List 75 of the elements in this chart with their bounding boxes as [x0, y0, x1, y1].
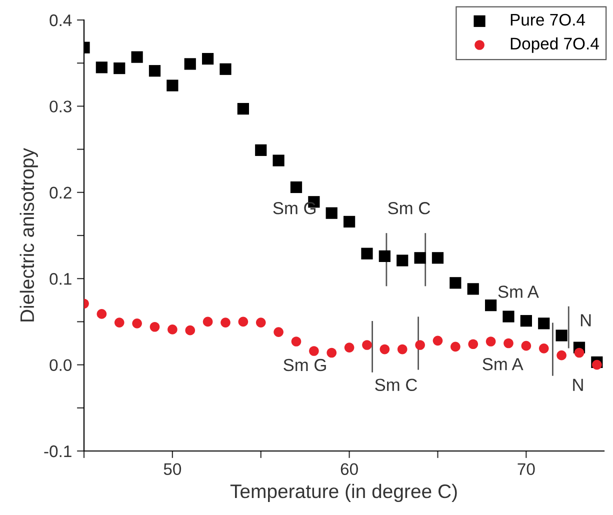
- point: [291, 336, 302, 346]
- y-tick-label: 0.3: [50, 100, 72, 112]
- point: [468, 339, 478, 350]
- point: [272, 154, 284, 166]
- point: [309, 346, 319, 356]
- point: [538, 318, 550, 330]
- point: [256, 318, 266, 328]
- point: [202, 52, 214, 65]
- y-tick-label: 0.0: [50, 359, 72, 372]
- point: [326, 207, 338, 219]
- point: [344, 342, 354, 352]
- legend-label: Pure 7O.4: [510, 14, 586, 26]
- x-tick-label: 70: [518, 463, 535, 476]
- y-axis-title: Dielectric anisotropy: [20, 148, 38, 322]
- point: [255, 144, 267, 156]
- annotation: Sm A: [498, 286, 539, 298]
- point: [274, 327, 284, 337]
- point: [220, 63, 232, 75]
- point: [502, 310, 514, 322]
- point: [168, 324, 178, 334]
- point: [520, 315, 532, 327]
- point: [202, 316, 213, 327]
- y-tick-label: -0.1: [44, 445, 72, 458]
- point: [415, 340, 425, 350]
- point: [362, 340, 372, 350]
- point: [484, 300, 497, 312]
- point: [131, 51, 143, 63]
- point: [326, 348, 337, 358]
- y-tick-label: 0.2: [50, 186, 72, 199]
- legend-label: Doped 7O.4: [510, 37, 599, 53]
- point: [96, 62, 108, 74]
- point: [237, 102, 249, 115]
- point: [343, 216, 356, 228]
- annotation: Sm A: [482, 358, 524, 370]
- point: [114, 318, 124, 328]
- point: [361, 248, 373, 260]
- point: [114, 62, 126, 74]
- x-tick-label: 50: [164, 463, 182, 476]
- x-axis-title: Temperature (in degree C): [230, 484, 457, 502]
- point: [521, 340, 532, 351]
- point: [150, 322, 160, 332]
- annotation: N: [573, 378, 583, 391]
- point: [220, 318, 230, 328]
- point: [574, 348, 584, 358]
- point: [450, 342, 460, 352]
- point: [414, 252, 426, 264]
- point: [556, 330, 568, 342]
- annotation: Sm C: [388, 202, 430, 214]
- point: [432, 336, 443, 346]
- point: [397, 344, 408, 354]
- point: [538, 344, 549, 354]
- point: [290, 181, 302, 194]
- point: [467, 283, 479, 295]
- y-tick-label: 0.4: [50, 14, 72, 26]
- x-tick-label: 60: [340, 463, 358, 476]
- annotation: N: [580, 314, 591, 326]
- point: [132, 318, 142, 328]
- point: [380, 344, 390, 354]
- annotation: Sm G: [284, 358, 326, 372]
- point: [486, 336, 496, 346]
- point: [450, 277, 462, 289]
- point: [166, 80, 178, 92]
- point: [185, 325, 196, 336]
- point: [148, 65, 161, 77]
- point: [396, 254, 408, 266]
- point: [592, 360, 602, 370]
- point: [238, 316, 248, 327]
- annotation: Sm C: [375, 378, 418, 392]
- point: [378, 250, 390, 262]
- point: [96, 309, 107, 319]
- point: [184, 58, 196, 70]
- point: [556, 350, 566, 360]
- point: [504, 338, 514, 348]
- y-tick-label: 0.1: [50, 273, 72, 285]
- point: [432, 252, 444, 264]
